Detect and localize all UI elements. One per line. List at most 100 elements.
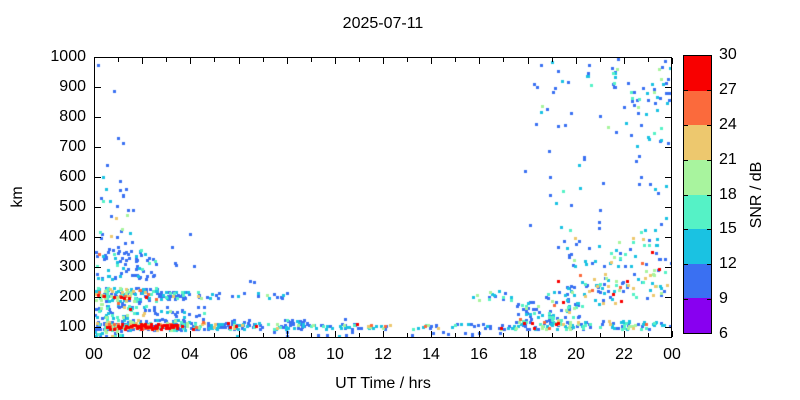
y-tick xyxy=(95,87,101,88)
x-tick-label: 18 xyxy=(519,346,537,363)
x-tick-label: 20 xyxy=(567,346,585,363)
x-tick-label: 10 xyxy=(326,346,344,363)
x-tick xyxy=(383,331,384,337)
x-tick xyxy=(214,333,215,337)
y-tick-mirror xyxy=(665,57,671,58)
x-tick xyxy=(359,333,360,337)
y-tick-mirror xyxy=(665,237,671,238)
x-tick xyxy=(94,331,95,337)
x-tick xyxy=(624,331,625,337)
y-tick xyxy=(95,57,101,58)
y-tick-mirror xyxy=(665,207,671,208)
y-tick-label: 500 xyxy=(59,198,86,215)
x-tick-mirror xyxy=(166,58,167,62)
x-tick-mirror xyxy=(118,58,119,62)
x-tick xyxy=(576,331,577,337)
x-tick xyxy=(455,333,456,337)
colorbar-segment xyxy=(684,298,711,333)
y-tick-mirror xyxy=(665,267,671,268)
y-tick xyxy=(95,147,101,148)
y-axis-label: km xyxy=(9,186,26,208)
y-tick-label: 700 xyxy=(59,138,86,155)
y-tick-label: 300 xyxy=(59,258,86,275)
y-tick xyxy=(95,207,101,208)
colorbar-tick-label: 6 xyxy=(719,325,728,342)
y-tick-label: 1000 xyxy=(50,48,86,65)
x-tick xyxy=(311,333,312,337)
colorbar-tick-label: 12 xyxy=(719,255,737,272)
y-tick xyxy=(95,237,101,238)
x-tick-mirror xyxy=(383,58,384,64)
x-tick xyxy=(528,331,529,337)
x-tick-label: 04 xyxy=(181,346,199,363)
colorbar-tick-label: 18 xyxy=(719,186,737,203)
colorbar-tick-label: 24 xyxy=(719,116,737,133)
colorbar-tick xyxy=(684,229,688,230)
x-tick-mirror xyxy=(239,58,240,64)
x-tick xyxy=(166,333,167,337)
x-tick xyxy=(503,333,504,337)
x-tick-mirror xyxy=(431,58,432,64)
x-tick xyxy=(263,333,264,337)
colorbar-tick-mirror xyxy=(707,264,711,265)
colorbar-tick-label: 27 xyxy=(719,81,737,98)
x-tick-mirror xyxy=(672,58,673,64)
colorbar-tick-mirror xyxy=(707,160,711,161)
x-tick xyxy=(600,333,601,337)
colorbar-tick-label: 30 xyxy=(719,46,737,63)
y-tick-mirror xyxy=(665,297,671,298)
x-tick-label: 22 xyxy=(615,346,633,363)
x-tick-mirror xyxy=(359,58,360,62)
y-tick-mirror xyxy=(665,87,671,88)
y-tick-label: 200 xyxy=(59,288,86,305)
colorbar-segment xyxy=(684,90,711,126)
y-tick xyxy=(95,177,101,178)
x-tick-mirror xyxy=(503,58,504,62)
x-tick-mirror xyxy=(552,58,553,62)
plot-area xyxy=(94,57,672,338)
colorbar-tick-mirror xyxy=(707,90,711,91)
x-tick xyxy=(407,333,408,337)
x-tick-mirror xyxy=(528,58,529,64)
x-tick-mirror xyxy=(142,58,143,64)
x-tick-label: 16 xyxy=(470,346,488,363)
colorbar-tick-mirror xyxy=(707,195,711,196)
colorbar-segment xyxy=(684,263,711,299)
x-tick xyxy=(335,331,336,337)
x-tick-label: 14 xyxy=(422,346,440,363)
colorbar-tick-label: 15 xyxy=(719,220,737,237)
colorbar-segment xyxy=(684,194,711,230)
colorbar-segment xyxy=(684,125,711,160)
x-tick xyxy=(552,333,553,337)
colorbar-tick-label: 21 xyxy=(719,151,737,168)
x-tick-label: 06 xyxy=(230,346,248,363)
y-tick-label: 900 xyxy=(59,78,86,95)
colorbar-tick xyxy=(684,195,688,196)
x-tick-mirror xyxy=(94,58,95,64)
x-tick-label: 02 xyxy=(133,346,151,363)
x-tick-mirror xyxy=(576,58,577,64)
y-tick-mirror xyxy=(665,177,671,178)
colorbar-tick xyxy=(684,125,688,126)
x-tick-label: 00 xyxy=(663,346,681,363)
y-tick-label: 600 xyxy=(59,168,86,185)
x-tick xyxy=(672,331,673,337)
colorbar-tick-mirror xyxy=(707,229,711,230)
y-tick-label: 800 xyxy=(59,108,86,125)
colorbar-tick xyxy=(684,264,688,265)
colorbar xyxy=(683,55,712,334)
colorbar-tick xyxy=(684,160,688,161)
x-tick-mirror xyxy=(190,58,191,64)
x-tick-mirror xyxy=(287,58,288,64)
y-tick-label: 100 xyxy=(59,318,86,335)
colorbar-segment xyxy=(684,159,711,195)
plot-title: 2025-07-11 xyxy=(342,15,424,32)
x-tick xyxy=(287,331,288,337)
x-tick xyxy=(142,331,143,337)
colorbar-tick-label: 9 xyxy=(719,290,728,307)
colorbar-tick-mirror xyxy=(707,125,711,126)
x-tick-mirror xyxy=(263,58,264,62)
y-tick-mirror xyxy=(665,327,671,328)
x-tick-mirror xyxy=(479,58,480,64)
x-tick-mirror xyxy=(407,58,408,62)
